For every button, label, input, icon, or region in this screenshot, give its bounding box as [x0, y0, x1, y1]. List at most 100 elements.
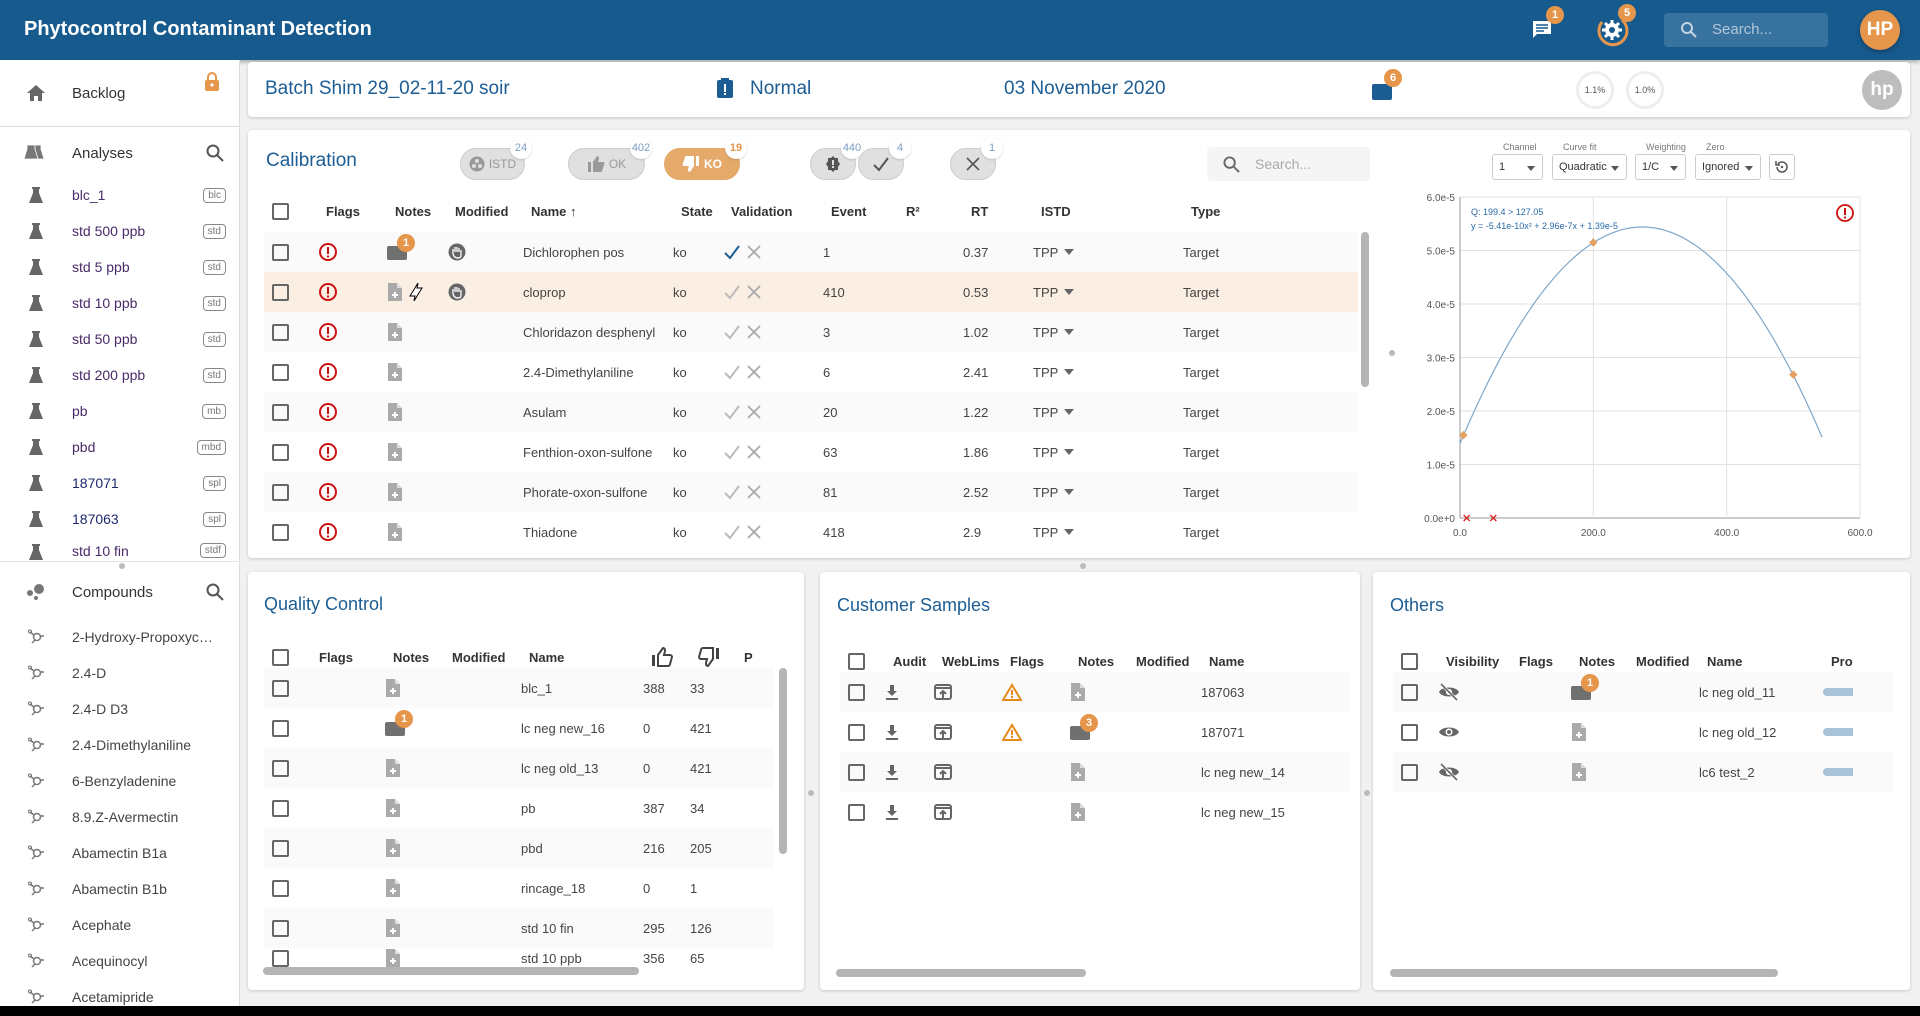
qc-row[interactable]: pb 387 34 [264, 788, 774, 828]
column-header[interactable]: Validation [731, 203, 793, 219]
add-note-icon[interactable] [387, 442, 403, 462]
cs-row[interactable]: 3 187071 [840, 712, 1350, 752]
sidebar-analysis-item[interactable]: pbd mbd [0, 429, 240, 465]
column-header[interactable]: Visibility [1446, 653, 1500, 669]
column-header[interactable]: Modified [452, 649, 506, 665]
qc-row[interactable]: std 10 fin 295 126 [264, 908, 774, 948]
download-audit-icon[interactable] [885, 724, 899, 740]
sidebar-analysis-item[interactable]: pb mb [0, 393, 240, 429]
sidebar-compound-item[interactable]: 2-Hydroxy-Propoxycarbazone [0, 619, 240, 655]
note-button[interactable]: 1 [385, 710, 413, 736]
sidebar-analysis-item[interactable]: std 200 ppb std [0, 357, 240, 393]
select-all-checkbox[interactable] [272, 648, 289, 666]
row-checkbox[interactable] [272, 919, 289, 937]
calibration-row[interactable]: 1 Dichlorophen pos ko 1 0.37 TPP Target [264, 232, 1358, 272]
row-checkbox[interactable] [1401, 763, 1418, 781]
reject-x-icon[interactable] [747, 405, 761, 419]
select-all-checkbox[interactable] [1401, 652, 1418, 670]
row-checkbox[interactable] [1401, 723, 1418, 741]
add-note-icon[interactable] [1070, 682, 1086, 702]
row-checkbox[interactable] [272, 949, 289, 967]
zero-select[interactable]: Ignored [1695, 154, 1761, 180]
istd-select[interactable]: TPP [1033, 285, 1075, 300]
sidebar-analysis-item[interactable]: std 500 ppb std [0, 213, 240, 249]
column-header[interactable]: Name [529, 649, 565, 665]
validate-check-icon[interactable] [723, 404, 741, 420]
validate-check-icon[interactable] [723, 484, 741, 500]
add-note-icon[interactable] [387, 522, 403, 542]
compounds-search-icon[interactable] [206, 583, 224, 601]
row-checkbox[interactable] [272, 443, 289, 461]
reject-x-icon[interactable] [747, 325, 761, 339]
istd-select[interactable]: TPP [1033, 325, 1075, 340]
validate-check-icon[interactable] [723, 284, 741, 300]
column-header[interactable]: RT [971, 203, 989, 219]
qc-vertical-scrollbar[interactable] [779, 668, 787, 854]
row-checkbox[interactable] [848, 683, 865, 701]
column-header[interactable]: Event [831, 203, 867, 219]
reject-x-icon[interactable] [747, 245, 761, 259]
calibration-vertical-scrollbar[interactable] [1361, 232, 1369, 387]
lock-icon[interactable] [204, 72, 220, 92]
add-note-icon[interactable] [385, 798, 401, 818]
add-note-icon[interactable] [385, 838, 401, 858]
calibration-row[interactable]: cloprop ko 410 0.53 TPP Target [264, 272, 1358, 312]
row-checkbox[interactable] [272, 363, 289, 381]
column-header[interactable]: Name [1707, 653, 1743, 669]
row-checkbox[interactable] [848, 763, 865, 781]
row-checkbox[interactable] [848, 723, 865, 741]
qc-horizontal-scrollbar[interactable] [263, 967, 639, 975]
add-note-icon[interactable] [385, 918, 401, 938]
ot-row[interactable]: lc neg old_12 [1393, 712, 1893, 752]
qc-row[interactable]: lc neg old_13 0 421 [264, 748, 774, 788]
analyses-search-icon[interactable] [206, 144, 224, 162]
ko-filter-chip[interactable]: KO 19 [664, 137, 747, 180]
open-weblims-icon[interactable] [934, 804, 952, 820]
validate-check-icon[interactable] [723, 324, 741, 340]
messages-button[interactable]: 1 [1530, 6, 1564, 45]
column-header[interactable]: R² [906, 203, 920, 219]
sidebar-compound-item[interactable]: 8.9.Z-Avermectin [0, 799, 240, 835]
cs-row[interactable]: lc neg new_15 [840, 792, 1350, 832]
resize-handle[interactable] [808, 790, 814, 796]
add-note-icon[interactable] [387, 482, 403, 502]
row-checkbox[interactable] [272, 679, 289, 697]
row-checkbox[interactable] [848, 803, 865, 821]
download-audit-icon[interactable] [885, 804, 899, 820]
weighting-select[interactable]: 1/C [1635, 154, 1686, 180]
validate-check-icon[interactable] [723, 244, 741, 260]
column-header[interactable]: ISTD [1041, 203, 1071, 219]
column-header[interactable]: Modified [1136, 653, 1190, 669]
validate-check-icon[interactable] [723, 444, 741, 460]
reject-x-icon[interactable] [747, 485, 761, 499]
row-checkbox[interactable] [272, 719, 289, 737]
column-header[interactable]: Notes [1078, 653, 1115, 669]
istd-select[interactable]: TPP [1033, 405, 1075, 420]
column-header[interactable]: State [681, 203, 713, 219]
channel-select[interactable]: 1 [1492, 154, 1543, 180]
reject-x-icon[interactable] [747, 525, 761, 539]
calibration-curve-chart[interactable]: 0.0e+0 1.0e-5 2.0e-5 3.0e-5 4.0e-5 5.0e-5 6.0e… [1380, 185, 1910, 555]
qc-row[interactable]: 1 lc neg new_16 0 421 [264, 708, 774, 748]
add-note-icon[interactable] [1070, 762, 1086, 782]
reject-x-icon[interactable] [747, 445, 761, 459]
row-checkbox[interactable] [272, 523, 289, 541]
calibration-row[interactable]: Chloridazon desphenyl ko 3 1.02 TPP Target [264, 312, 1358, 352]
sidebar-compound-item[interactable]: 6-Benzyladenine [0, 763, 240, 799]
rejected-filter-chip[interactable]: 1 [950, 137, 1003, 180]
thumbs-down-icon[interactable] [698, 647, 720, 667]
row-checkbox[interactable] [272, 879, 289, 897]
sidebar-analysis-item[interactable]: blc_1 blc [0, 177, 240, 213]
select-all-checkbox[interactable] [848, 652, 865, 670]
add-note-icon[interactable] [387, 362, 403, 382]
add-note-icon[interactable] [387, 402, 403, 422]
column-header[interactable]: Flags [326, 203, 360, 219]
add-note-icon[interactable] [385, 878, 401, 898]
column-header[interactable]: Notes [1579, 653, 1616, 669]
sidebar-item-backlog[interactable]: Backlog [0, 60, 240, 126]
qc-row[interactable]: blc_1 388 33 [264, 668, 774, 708]
column-header[interactable]: WebLims [942, 653, 1000, 669]
row-checkbox[interactable] [272, 323, 289, 341]
open-weblims-icon[interactable] [934, 724, 952, 740]
column-header[interactable]: Notes [395, 203, 432, 219]
